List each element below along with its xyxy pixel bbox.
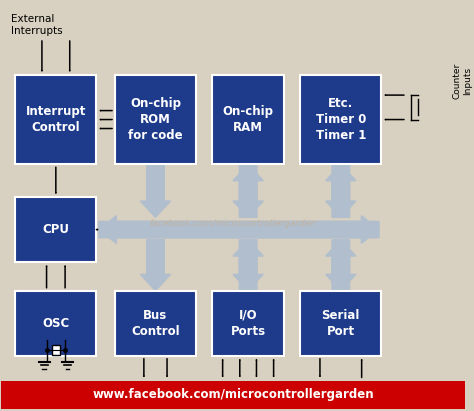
Text: TXD: TXD bbox=[311, 386, 329, 395]
Text: OSC: OSC bbox=[42, 317, 70, 330]
Polygon shape bbox=[233, 164, 263, 217]
FancyBboxPatch shape bbox=[15, 197, 96, 262]
Polygon shape bbox=[233, 240, 263, 291]
Text: Bus
Control: Bus Control bbox=[131, 309, 180, 338]
Polygon shape bbox=[326, 240, 356, 291]
FancyBboxPatch shape bbox=[300, 75, 382, 164]
FancyBboxPatch shape bbox=[212, 291, 284, 356]
Polygon shape bbox=[99, 216, 379, 243]
Text: Etc.
Timer 0
Timer 1: Etc. Timer 0 Timer 1 bbox=[316, 97, 366, 142]
Text: P0: P0 bbox=[217, 386, 228, 395]
Bar bbox=[52, 345, 60, 355]
FancyBboxPatch shape bbox=[300, 291, 382, 356]
FancyBboxPatch shape bbox=[115, 291, 196, 356]
Polygon shape bbox=[233, 164, 263, 217]
Text: RXD: RXD bbox=[352, 386, 371, 395]
Polygon shape bbox=[140, 240, 171, 291]
Text: On-chip
ROM
for code: On-chip ROM for code bbox=[128, 97, 183, 142]
Text: On-chip
RAM: On-chip RAM bbox=[223, 105, 273, 134]
Polygon shape bbox=[326, 164, 356, 217]
Text: Counter
Inputs: Counter Inputs bbox=[453, 63, 472, 99]
Text: External
Interrupts: External Interrupts bbox=[10, 14, 62, 36]
Polygon shape bbox=[233, 240, 263, 291]
Polygon shape bbox=[326, 240, 356, 291]
Text: Interrupt
Control: Interrupt Control bbox=[26, 105, 86, 134]
FancyBboxPatch shape bbox=[212, 75, 284, 164]
FancyBboxPatch shape bbox=[15, 75, 96, 164]
Text: P2: P2 bbox=[251, 386, 262, 395]
FancyBboxPatch shape bbox=[15, 291, 96, 356]
Polygon shape bbox=[99, 216, 379, 243]
Text: facebook.com/microcontrollergarden: facebook.com/microcontrollergarden bbox=[150, 219, 317, 228]
Polygon shape bbox=[140, 164, 171, 217]
Bar bbox=[1, 381, 465, 409]
FancyBboxPatch shape bbox=[115, 75, 196, 164]
Text: P1: P1 bbox=[234, 386, 246, 395]
Text: CPU: CPU bbox=[42, 223, 69, 236]
Polygon shape bbox=[326, 164, 356, 217]
Text: P3: P3 bbox=[268, 386, 279, 395]
Text: I/O
Ports: I/O Ports bbox=[230, 309, 266, 338]
Text: Serial
Port: Serial Port bbox=[322, 309, 360, 338]
Text: www.facebook.com/microcontrollergarden: www.facebook.com/microcontrollergarden bbox=[92, 388, 374, 402]
Text: Address/Data: Address/Data bbox=[218, 398, 278, 407]
